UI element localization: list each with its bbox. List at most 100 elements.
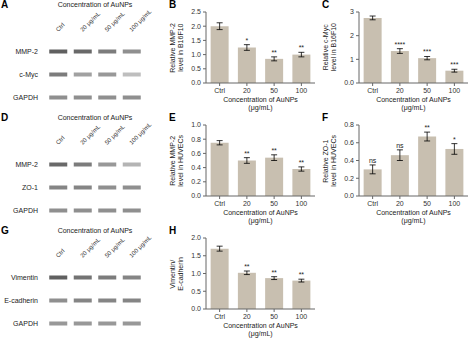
svg-text:3: 3 xyxy=(350,8,354,15)
svg-text:20: 20 xyxy=(396,87,404,94)
svg-text:**: ** xyxy=(244,150,250,157)
svg-text:1: 1 xyxy=(350,56,354,63)
svg-text:MMP-2: MMP-2 xyxy=(15,48,38,55)
svg-text:100: 100 xyxy=(296,87,308,94)
svg-text:****: **** xyxy=(394,41,405,48)
svg-text:*: * xyxy=(453,136,456,143)
svg-text:Ctrl: Ctrl xyxy=(214,313,225,320)
html-text:C: C xyxy=(322,0,330,10)
svg-text:20: 20 xyxy=(243,200,251,207)
svg-text:0.8: 0.8 xyxy=(344,121,354,128)
html-text:D: D xyxy=(1,112,9,123)
svg-text:20 μg/mL: 20 μg/mL xyxy=(79,236,101,258)
svg-text:50: 50 xyxy=(423,87,431,94)
svg-text:**: ** xyxy=(271,269,277,276)
svg-text:50 μg/mL: 50 μg/mL xyxy=(104,123,126,145)
svg-text:0.0: 0.0 xyxy=(191,192,201,199)
svg-text:**: ** xyxy=(271,147,277,154)
svg-text:0.5: 0.5 xyxy=(191,288,201,295)
svg-text:50: 50 xyxy=(270,200,278,207)
svg-text:c-Myc: c-Myc xyxy=(19,71,38,79)
html-text:Relative MMP-2 level in B16F10: Relative MMP-2 level in B16F10 xyxy=(169,22,184,73)
html-text:Concentration of AuNPs (μg/mL): Concentration of AuNPs (μg/mL) xyxy=(376,96,451,111)
svg-text:0.0: 0.0 xyxy=(191,305,201,312)
svg-text:GAPDH: GAPDH xyxy=(13,320,38,327)
svg-text:1.0: 1.0 xyxy=(191,121,201,128)
html-text:B: B xyxy=(169,0,177,10)
svg-text:50 μg/mL: 50 μg/mL xyxy=(104,10,126,32)
html-text:Concentration of AuNPs: Concentration of AuNPs xyxy=(57,1,133,8)
svg-text:Ctrl: Ctrl xyxy=(55,22,66,33)
svg-text:1.0: 1.0 xyxy=(191,51,201,58)
svg-text:E-cadherin: E-cadherin xyxy=(8,297,38,304)
svg-text:20: 20 xyxy=(243,87,251,94)
html-text:Concentration of AuNPs (μg/mL): Concentration of AuNPs (μg/mL) xyxy=(223,96,298,111)
svg-text:100: 100 xyxy=(296,313,308,320)
svg-text:100: 100 xyxy=(449,87,461,94)
svg-text:2.0: 2.0 xyxy=(191,23,201,30)
svg-text:100 μg/mL: 100 μg/mL xyxy=(128,121,153,146)
svg-text:0.6: 0.6 xyxy=(344,139,354,146)
svg-text:*: * xyxy=(246,37,249,44)
svg-text:Vimentin: Vimentin xyxy=(11,274,38,281)
html-text:Concentration of AuNPs (μg/mL): Concentration of AuNPs (μg/mL) xyxy=(223,209,298,224)
html-text:Concentration of AuNPs (μg/mL): Concentration of AuNPs (μg/mL) xyxy=(376,209,451,224)
svg-text:0.4: 0.4 xyxy=(191,164,201,171)
svg-text:1.5: 1.5 xyxy=(191,252,201,259)
svg-text:MMP-2: MMP-2 xyxy=(15,161,38,168)
svg-text:ns: ns xyxy=(396,142,404,149)
svg-text:***: *** xyxy=(450,61,458,68)
svg-text:0.5: 0.5 xyxy=(191,65,201,72)
svg-text:100 μg/mL: 100 μg/mL xyxy=(128,8,153,33)
svg-text:ZO-1: ZO-1 xyxy=(22,184,38,191)
html-text:Concentration of AuNPs (μg/mL): Concentration of AuNPs (μg/mL) xyxy=(223,322,298,337)
svg-text:GAPDH: GAPDH xyxy=(13,94,38,101)
svg-text:Ctrl: Ctrl xyxy=(55,248,66,259)
svg-text:Ctrl: Ctrl xyxy=(214,87,225,94)
svg-text:0.0: 0.0 xyxy=(344,192,354,199)
svg-text:1.5: 1.5 xyxy=(191,37,201,44)
svg-text:50: 50 xyxy=(423,200,431,207)
svg-text:**: ** xyxy=(299,44,305,51)
html-text:G: G xyxy=(1,225,9,236)
html-text:Relative ZO-1 level in HUVECs: Relative ZO-1 level in HUVECs xyxy=(322,134,337,187)
html-text:A: A xyxy=(1,0,9,10)
svg-text:20 μg/mL: 20 μg/mL xyxy=(79,123,101,145)
svg-text:1.0: 1.0 xyxy=(191,270,201,277)
svg-text:**: ** xyxy=(271,49,277,56)
svg-text:0.0: 0.0 xyxy=(344,79,354,86)
svg-text:0.2: 0.2 xyxy=(344,175,354,182)
svg-text:Ctrl: Ctrl xyxy=(367,200,378,207)
svg-text:2: 2 xyxy=(350,32,354,39)
svg-text:0.2: 0.2 xyxy=(191,178,201,185)
svg-text:Ctrl: Ctrl xyxy=(55,135,66,146)
svg-text:**: ** xyxy=(244,263,250,270)
svg-text:0.6: 0.6 xyxy=(191,150,201,157)
svg-text:0.4: 0.4 xyxy=(344,157,354,164)
svg-text:50: 50 xyxy=(270,87,278,94)
svg-text:0.8: 0.8 xyxy=(191,136,201,143)
svg-text:20: 20 xyxy=(396,200,404,207)
html-text:H: H xyxy=(169,225,177,236)
svg-text:0.0: 0.0 xyxy=(191,79,201,86)
svg-text:***: *** xyxy=(423,48,431,55)
svg-text:2.5: 2.5 xyxy=(191,8,201,15)
html-text:Relative MMP-2 level in HUVECs: Relative MMP-2 level in HUVECs xyxy=(169,135,184,187)
svg-text:GAPDH: GAPDH xyxy=(13,207,38,214)
svg-text:**: ** xyxy=(299,271,305,278)
svg-text:100: 100 xyxy=(296,200,308,207)
svg-text:**: ** xyxy=(299,159,305,166)
svg-text:Ctrl: Ctrl xyxy=(214,200,225,207)
svg-text:2.0: 2.0 xyxy=(191,234,201,241)
html-text:Relative c-Myc level in B16F10: Relative c-Myc level in B16F10 xyxy=(322,23,337,72)
svg-text:50 μg/mL: 50 μg/mL xyxy=(104,236,126,258)
html-text:Vimentin/ E-cadherin: Vimentin/ E-cadherin xyxy=(169,256,184,291)
svg-text:20: 20 xyxy=(243,313,251,320)
svg-text:50: 50 xyxy=(270,313,278,320)
svg-text:20 μg/mL: 20 μg/mL xyxy=(79,10,101,32)
svg-text:**: ** xyxy=(424,124,430,131)
svg-text:100 μg/mL: 100 μg/mL xyxy=(128,234,153,259)
svg-text:Ctrl: Ctrl xyxy=(367,87,378,94)
svg-text:ns: ns xyxy=(369,157,377,164)
svg-text:100: 100 xyxy=(449,200,461,207)
